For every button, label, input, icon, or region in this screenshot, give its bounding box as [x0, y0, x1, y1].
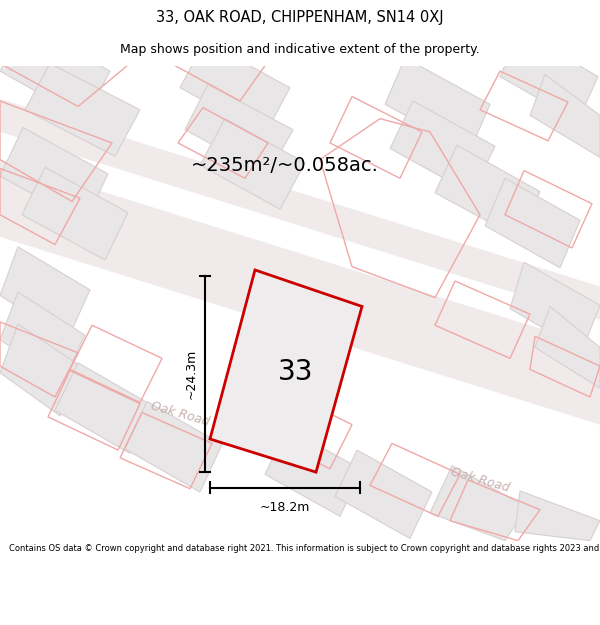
- Text: ~24.3m: ~24.3m: [185, 349, 198, 399]
- Polygon shape: [535, 306, 600, 388]
- Text: 33, OAK ROAD, CHIPPENHAM, SN14 0XJ: 33, OAK ROAD, CHIPPENHAM, SN14 0XJ: [156, 9, 444, 24]
- Polygon shape: [210, 270, 362, 472]
- Polygon shape: [200, 119, 305, 209]
- Text: Contains OS data © Crown copyright and database right 2021. This information is : Contains OS data © Crown copyright and d…: [9, 544, 600, 553]
- Text: Oak Road: Oak Road: [149, 399, 211, 428]
- Text: 33: 33: [278, 358, 314, 386]
- Polygon shape: [500, 30, 598, 121]
- Text: Map shows position and indicative extent of the property.: Map shows position and indicative extent…: [120, 43, 480, 56]
- Polygon shape: [185, 84, 293, 175]
- Polygon shape: [390, 101, 495, 194]
- Polygon shape: [530, 74, 600, 158]
- Polygon shape: [0, 127, 108, 222]
- Polygon shape: [335, 450, 432, 538]
- Polygon shape: [0, 99, 600, 320]
- Polygon shape: [0, 324, 82, 416]
- Polygon shape: [485, 178, 580, 268]
- Polygon shape: [125, 401, 222, 492]
- Polygon shape: [265, 428, 362, 516]
- Polygon shape: [515, 491, 600, 541]
- Polygon shape: [0, 247, 90, 339]
- Polygon shape: [180, 41, 290, 134]
- Polygon shape: [25, 63, 140, 156]
- Text: Oak Road: Oak Road: [449, 465, 511, 494]
- Text: ~18.2m: ~18.2m: [260, 501, 310, 514]
- Polygon shape: [0, 159, 600, 424]
- Polygon shape: [430, 466, 527, 541]
- Polygon shape: [0, 292, 85, 382]
- Text: ~235m²/~0.058ac.: ~235m²/~0.058ac.: [191, 156, 379, 174]
- Polygon shape: [510, 262, 600, 351]
- Polygon shape: [55, 362, 153, 453]
- Polygon shape: [0, 24, 110, 119]
- Polygon shape: [385, 58, 490, 151]
- Polygon shape: [435, 145, 540, 238]
- Polygon shape: [22, 168, 128, 260]
